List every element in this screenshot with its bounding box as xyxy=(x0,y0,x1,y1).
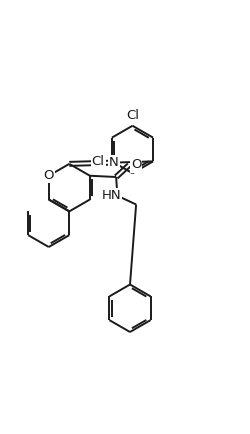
Text: O: O xyxy=(44,169,54,182)
Text: HN: HN xyxy=(101,189,121,202)
Text: Cl: Cl xyxy=(126,109,139,122)
Text: N: N xyxy=(109,156,118,169)
Text: O: O xyxy=(131,158,141,171)
Text: Cl: Cl xyxy=(92,155,105,168)
